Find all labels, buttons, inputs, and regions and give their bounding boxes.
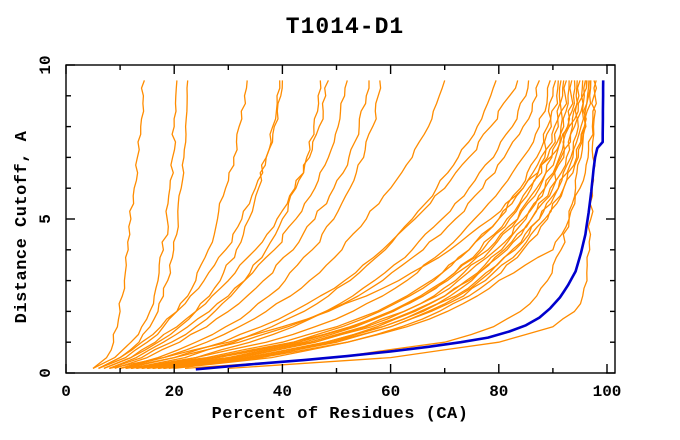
y-tick-label: 10: [37, 55, 55, 74]
model-curve: [119, 80, 540, 370]
model-curve: [147, 80, 581, 370]
model-curve: [119, 80, 382, 370]
model-curve: [125, 80, 559, 370]
axis-tick-labels: 0 20 40 60 80 100 0 5 10: [37, 55, 621, 401]
model-curve: [130, 80, 551, 370]
x-tick-label: 60: [381, 383, 400, 401]
y-tick-label: 5: [37, 214, 55, 224]
model-curve: [103, 80, 281, 370]
axis-ticks: [65, 64, 615, 374]
model-curve: [119, 80, 446, 370]
x-tick-label: 80: [489, 383, 508, 401]
model-curve: [98, 80, 189, 369]
model-curve: [163, 80, 597, 370]
y-tick-label: 0: [37, 368, 55, 378]
model-curve: [114, 80, 370, 370]
x-tick-label: 20: [165, 383, 184, 401]
model-curve: [130, 80, 570, 370]
y-axis-label: Distance Cutoff, A: [13, 130, 32, 323]
model-curve: [147, 80, 562, 370]
model-curve: [109, 80, 588, 370]
model-curve: [125, 80, 519, 370]
x-tick-label: 40: [273, 383, 292, 401]
x-tick-label: 100: [593, 383, 622, 401]
model-curve: [92, 80, 178, 369]
model-curve: [152, 80, 587, 370]
model-curve: [184, 80, 591, 370]
x-axis-label: Percent of Residues (CA): [212, 405, 469, 424]
highlighted-model-curve: [195, 80, 605, 371]
model-curve: [98, 80, 284, 369]
model-curve: [174, 80, 590, 370]
chart-title: T1014-D1: [286, 14, 404, 40]
model-curves: [92, 80, 605, 371]
model-curve: [109, 80, 322, 370]
model-curve: [136, 80, 565, 370]
model-curve: [92, 80, 146, 369]
model-curve: [130, 80, 497, 370]
model-curve: [152, 80, 568, 370]
model-curve: [157, 80, 574, 370]
model-curve: [98, 80, 248, 370]
model-curve: [109, 80, 348, 370]
x-tick-label: 0: [61, 383, 71, 401]
model-curve: [228, 80, 598, 370]
model-curve: [103, 80, 329, 370]
